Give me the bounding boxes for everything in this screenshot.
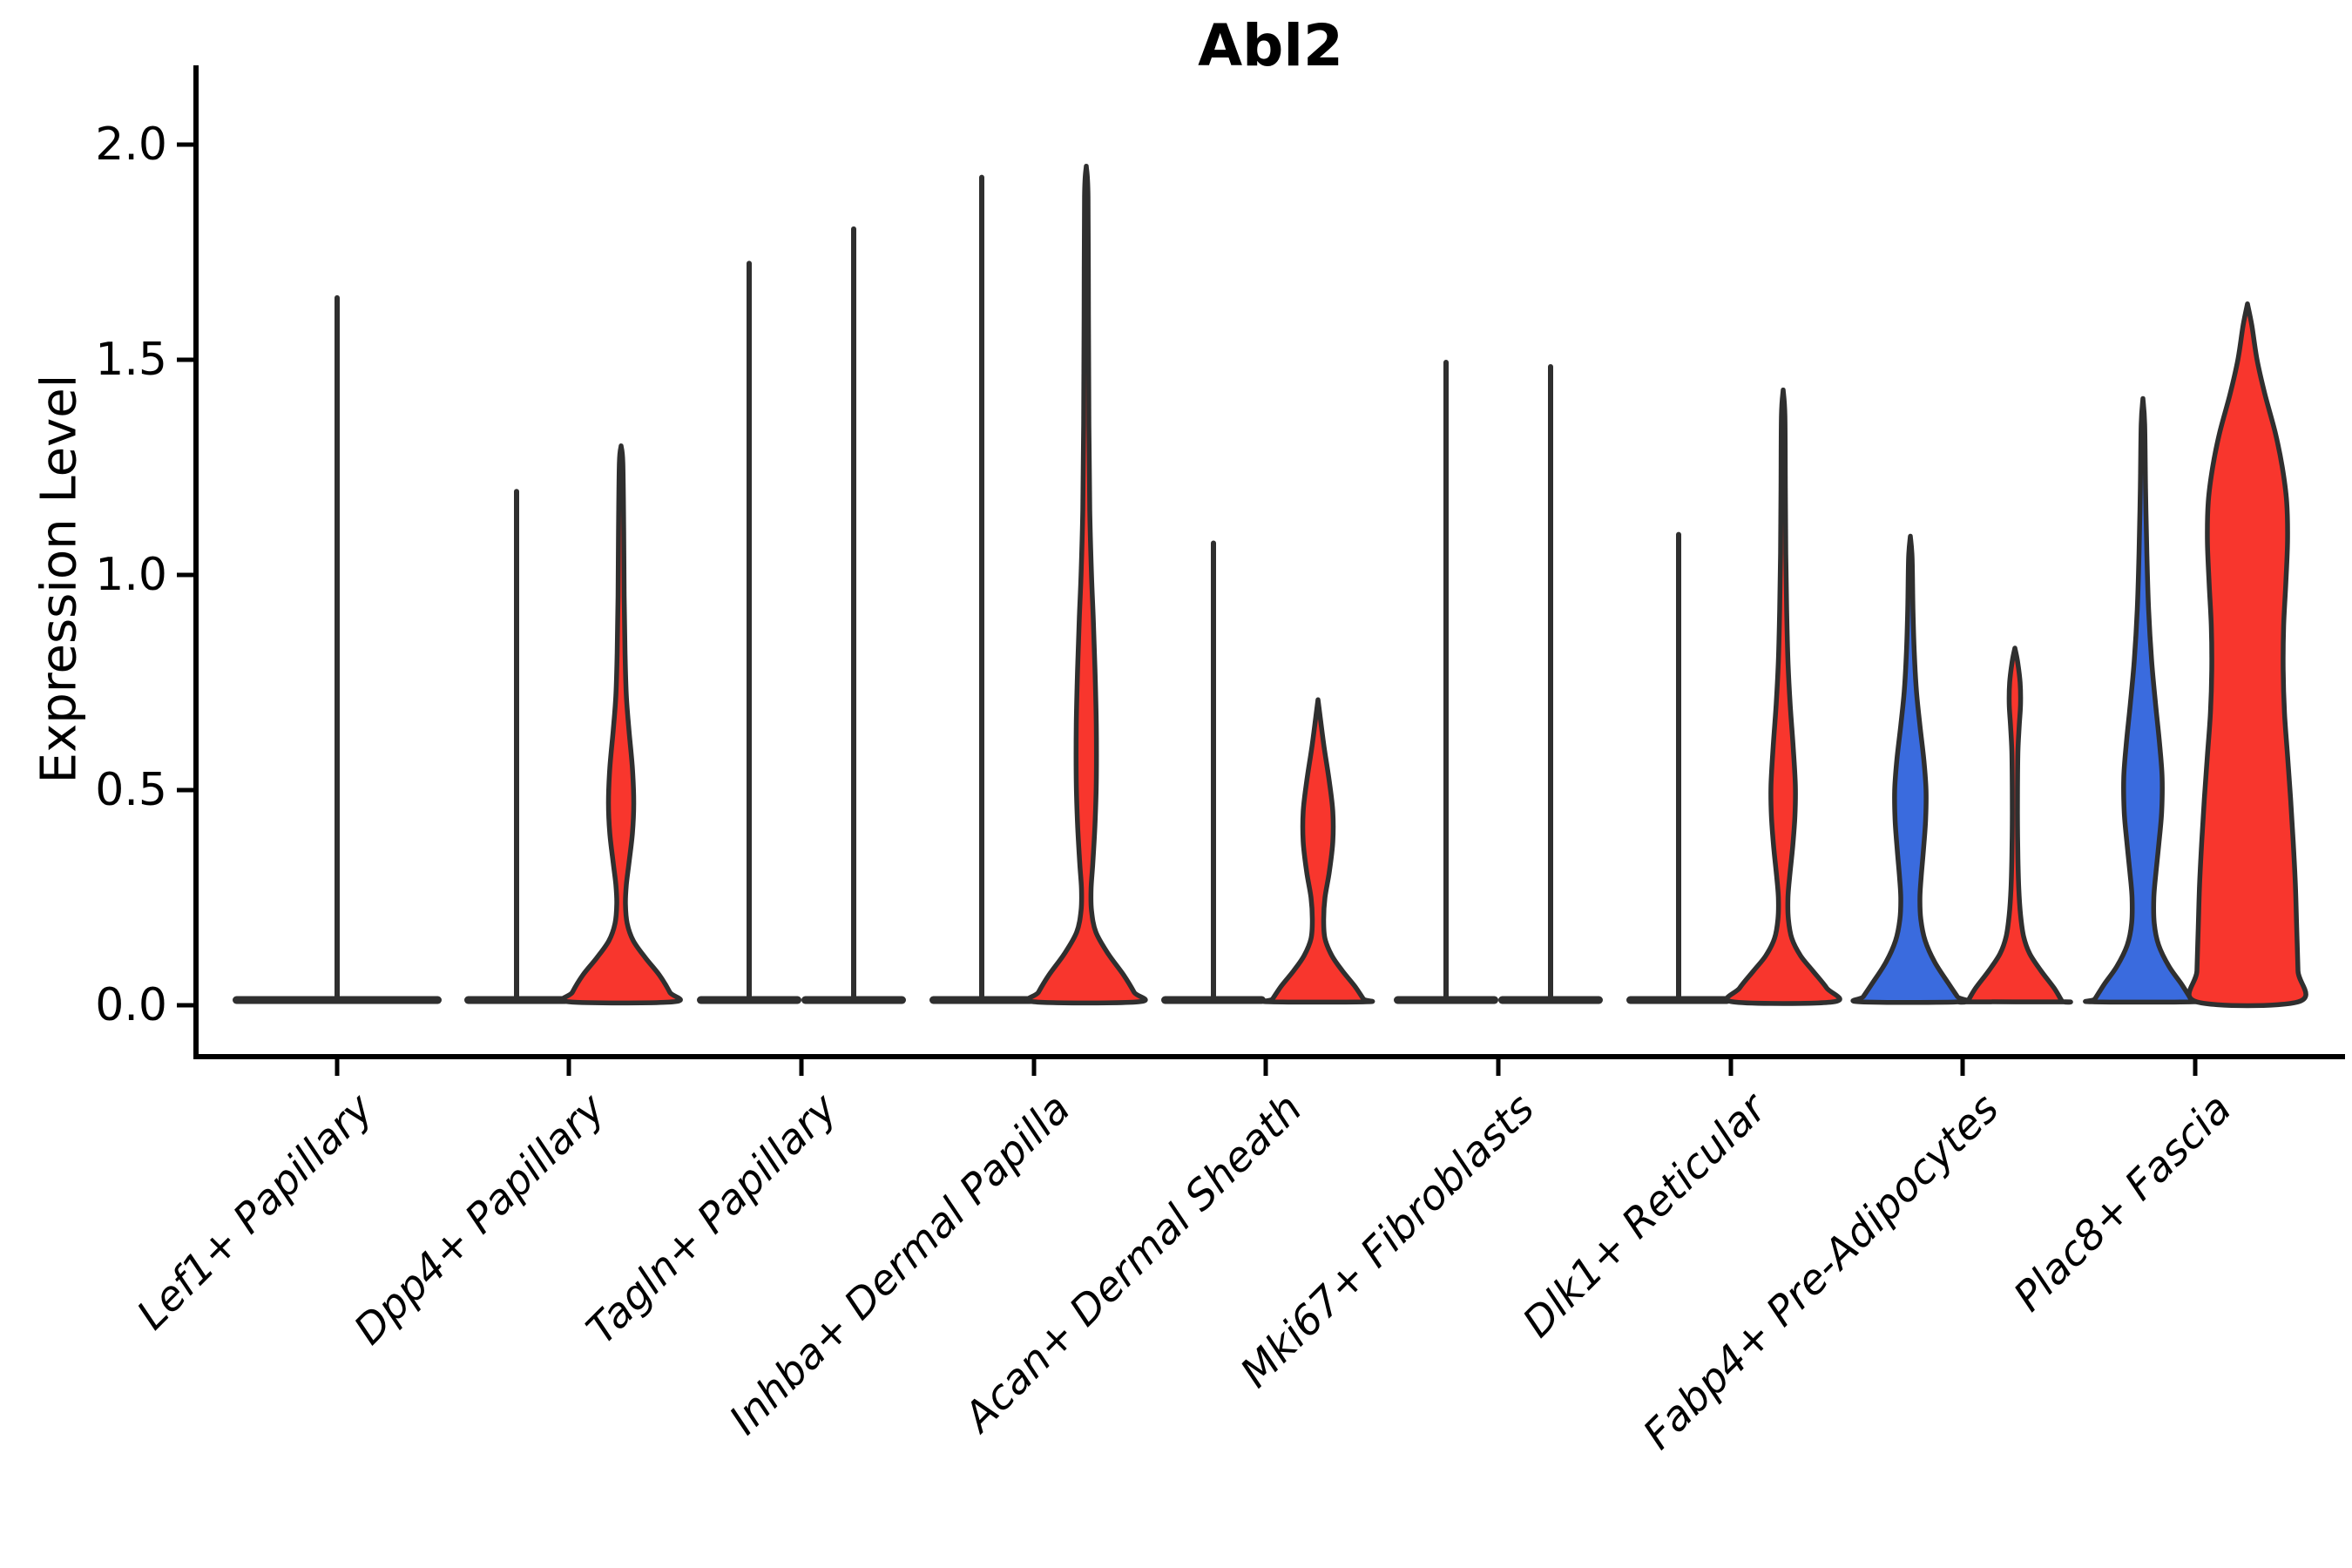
violin-inhba-left-base <box>929 996 1034 1004</box>
violin-dpp4-left-base <box>464 996 569 1004</box>
violin-tagln-left-base <box>697 996 801 1004</box>
y-axis-tick-label: 0.0 <box>95 979 167 1031</box>
violin-fabp4-right <box>1957 645 2073 1005</box>
violin-tagln-right-base <box>801 996 906 1004</box>
chart-title: Abl2 <box>1198 12 1343 79</box>
violin-mki67-right-base <box>1498 996 1603 1004</box>
violin-plac8-left <box>2083 395 2203 1005</box>
y-axis-tick-label: 2.0 <box>95 118 167 171</box>
violin-plac8-right <box>2186 301 2308 1009</box>
y-axis-tick-label: 0.5 <box>95 764 167 816</box>
y-axis-tick-label: 1.5 <box>95 334 167 386</box>
y-axis-tick-label: 1.0 <box>95 549 167 601</box>
violin-mki67-left-base <box>1394 996 1498 1004</box>
violin-dpp4-right <box>559 443 683 1006</box>
violin-dlk1-right <box>1724 387 1842 1006</box>
violin-fabp4-left <box>1850 533 1970 1005</box>
violin-acan-left-base <box>1161 996 1266 1004</box>
violin-lef1-full-base <box>233 996 442 1004</box>
violin-dlk1-left-base <box>1626 996 1731 1004</box>
violin-acan-right <box>1260 697 1375 1005</box>
violin-inhba-right <box>1024 163 1148 1006</box>
